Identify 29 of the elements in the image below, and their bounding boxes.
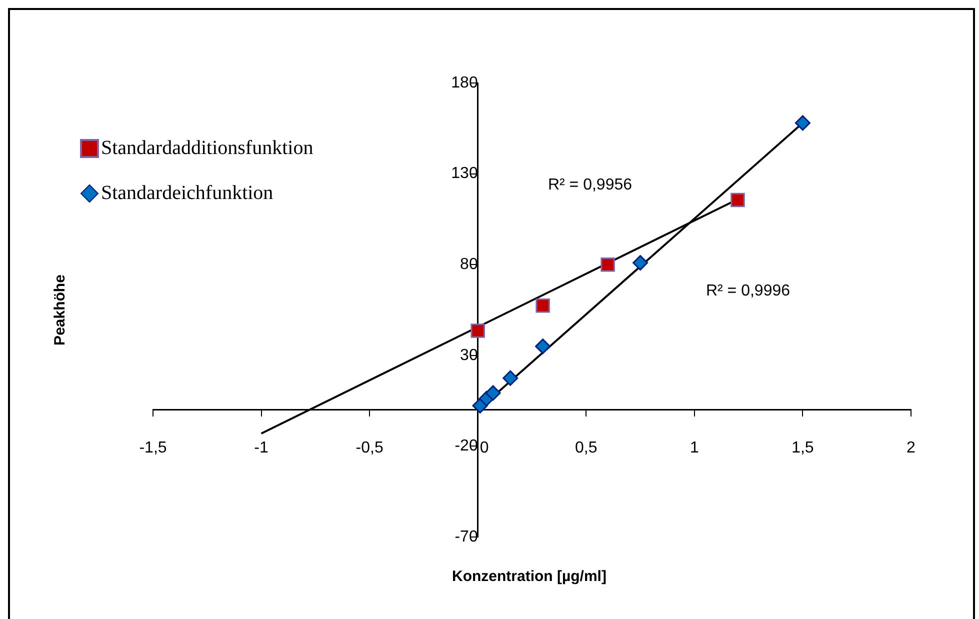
point xyxy=(485,385,501,401)
legend-label: Standardeichfunktion xyxy=(101,182,274,205)
point xyxy=(730,192,745,208)
x-tick-label: 2 xyxy=(906,439,916,456)
x-tick-label: 0,5 xyxy=(575,439,598,456)
legend-label: Standardadditionsfunktion xyxy=(101,137,314,160)
y-tick-label: 180 xyxy=(451,74,478,92)
y-tick-label: -70 xyxy=(454,528,478,546)
x-tick-label: -0,5 xyxy=(356,439,384,456)
point xyxy=(535,338,551,354)
y-tick-label: 30 xyxy=(460,346,478,364)
annotation: R² = 0,9996 xyxy=(706,282,790,300)
x-tick-label: 1,5 xyxy=(792,439,814,456)
point xyxy=(632,255,648,271)
y-tick-label: -20 xyxy=(454,438,478,455)
x-axis-title: Konzentration [µg/ml] xyxy=(452,568,606,585)
x-tick-label: -1 xyxy=(254,439,268,456)
x-tick-label: 1 xyxy=(690,439,699,456)
y-tick-label: 80 xyxy=(460,256,478,274)
x-tick-label: -1,5 xyxy=(139,439,167,456)
point xyxy=(536,298,550,313)
x-tick-label: 0 xyxy=(480,439,489,456)
point xyxy=(794,115,810,131)
point xyxy=(470,324,485,338)
y-axis-title: Peakhöhe xyxy=(52,274,68,346)
annotation: R² = 0,9956 xyxy=(548,176,632,194)
y-tick-label: 130 xyxy=(451,165,478,182)
point xyxy=(502,370,518,386)
point xyxy=(600,257,615,272)
